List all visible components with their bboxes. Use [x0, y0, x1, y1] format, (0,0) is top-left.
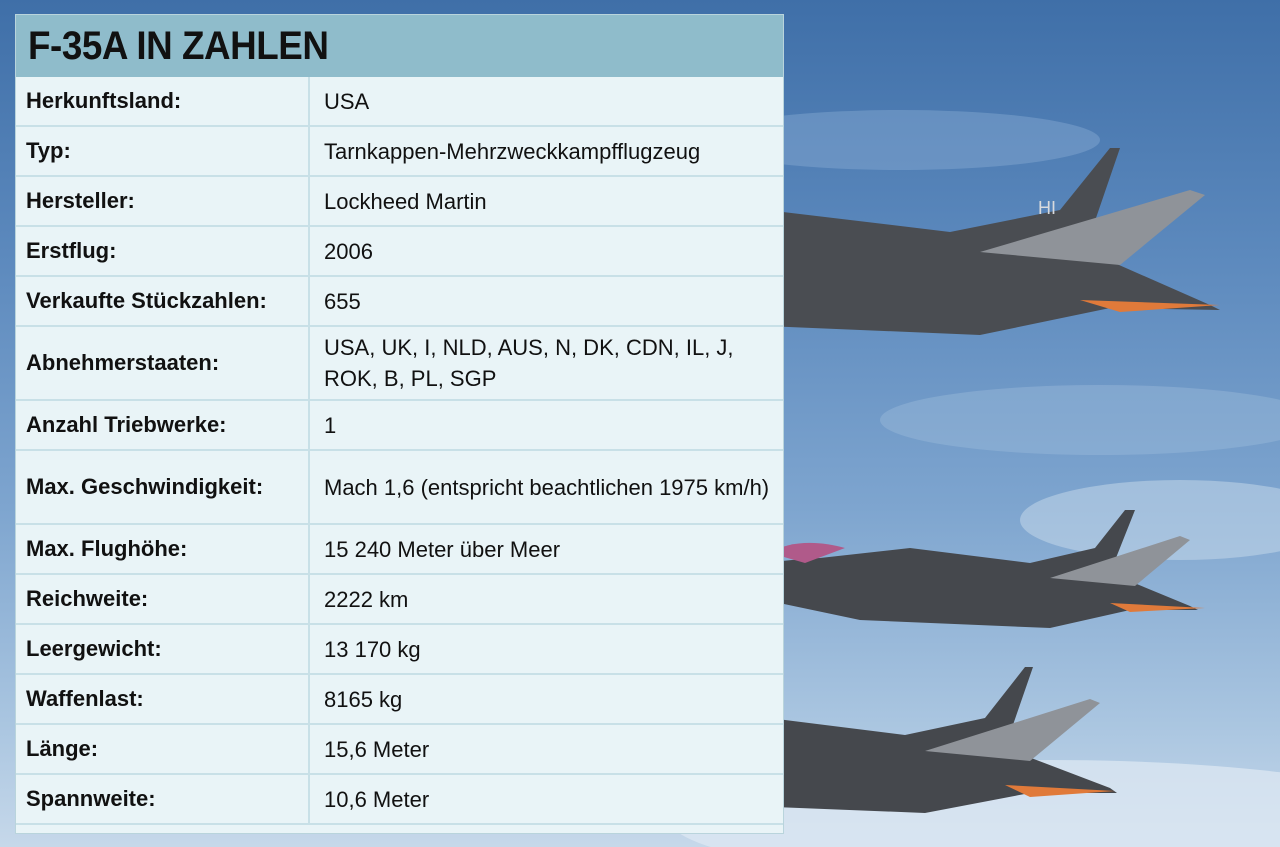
row-label: Reichweite:	[16, 574, 310, 625]
table-row: Max. Geschwindigkeit: Mach 1,6 (entsprich…	[16, 450, 783, 525]
row-value: 1	[309, 400, 783, 451]
row-label: Länge:	[16, 724, 310, 775]
table-row: Typ: Tarnkappen-Mehrzweckkampfflugzeug	[16, 126, 783, 177]
table-row: Verkaufte Stückzahlen: 655	[16, 276, 783, 327]
table-row: Länge: 15,6 Meter	[16, 724, 783, 775]
table-row: Abnehmerstaaten: USA, UK, I, NLD, AUS, N,…	[16, 326, 783, 401]
row-label: Waffenlast:	[16, 674, 310, 725]
row-label: Erstflug:	[16, 226, 310, 277]
row-label: Abnehmerstaaten:	[16, 326, 310, 401]
row-value: USA, UK, I, NLD, AUS, N, DK, CDN, IL, J,…	[309, 326, 783, 401]
row-label: Leergewicht:	[16, 624, 310, 675]
table-row: Hersteller: Lockheed Martin	[16, 176, 783, 227]
tail-code-label: HI	[1038, 198, 1056, 218]
row-label: Max. Flughöhe:	[16, 524, 310, 575]
row-value: 13 170 kg	[309, 624, 783, 675]
row-label: Anzahl Triebwerke:	[16, 400, 310, 451]
row-label: Max. Geschwindigkeit:	[16, 450, 310, 525]
row-label: Herkunftsland:	[16, 77, 310, 127]
table-row: Anzahl Triebwerke: 1	[16, 400, 783, 451]
row-value: Tarnkappen-Mehrzweckkampfflugzeug	[309, 126, 783, 177]
row-label: Verkaufte Stückzahlen:	[16, 276, 310, 327]
table-row: Waffenlast: 8165 kg	[16, 674, 783, 725]
table-row: Max. Flughöhe: 15 240 Meter über Meer	[16, 524, 783, 575]
row-value: Lockheed Martin	[309, 176, 783, 227]
table-row: Reichweite: 2222 km	[16, 574, 783, 625]
row-label: Hersteller:	[16, 176, 310, 227]
row-value: 15,6 Meter	[309, 724, 783, 775]
facts-card: F-35A IN ZAHLEN Herkunftsland: USA Typ: Ta…	[15, 14, 784, 834]
row-value: 655	[309, 276, 783, 327]
row-value: USA	[309, 77, 783, 127]
row-value: 2222 km	[309, 574, 783, 625]
card-title: F-35A IN ZAHLEN	[28, 23, 329, 68]
row-value: 8165 kg	[309, 674, 783, 725]
table-row: Erstflug: 2006	[16, 226, 783, 277]
row-value: 15 240 Meter über Meer	[309, 524, 783, 575]
table-row: Spannweite: 10,6 Meter	[16, 774, 783, 825]
table-row: Herkunftsland: USA	[16, 77, 783, 127]
row-value: Mach 1,6 (entspricht beachtlichen 1975 k…	[309, 450, 783, 525]
f35-jet-middle	[712, 510, 1205, 628]
row-value: 10,6 Meter	[309, 774, 783, 825]
facts-table: Herkunftsland: USA Typ: Tarnkappen-Mehrzwe…	[16, 77, 783, 825]
card-title-bar: F-35A IN ZAHLEN	[16, 15, 783, 77]
row-label: Typ:	[16, 126, 310, 177]
table-row: Leergewicht: 13 170 kg	[16, 624, 783, 675]
row-value: 2006	[309, 226, 783, 277]
row-label: Spannweite:	[16, 774, 310, 825]
